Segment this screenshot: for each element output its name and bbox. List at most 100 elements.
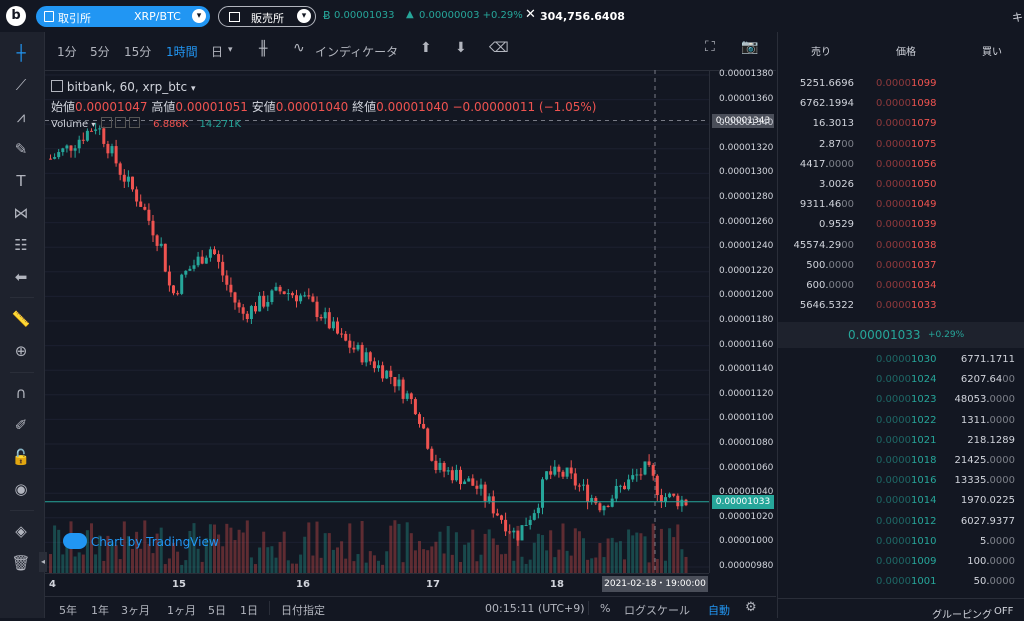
percent-toggle[interactable]: % <box>600 602 611 615</box>
bid-row[interactable]: 0.00001030 6771.1711 <box>778 354 1024 374</box>
trend-line-icon[interactable]: ⟋ <box>15 76 27 94</box>
range-1y[interactable]: 1年 <box>91 604 109 617</box>
ask-row[interactable]: 3.0026 0.00001050 <box>778 179 1024 199</box>
candle-body <box>684 499 688 506</box>
chevron-down-icon[interactable]: ▾ <box>228 45 233 55</box>
date-picker-button[interactable]: 日付指定 <box>281 604 325 617</box>
fullscreen-icon[interactable]: ⛶ <box>705 39 715 55</box>
back-arrow-icon[interactable]: ⬅ <box>14 268 28 286</box>
bid-price: 0.00001009 <box>876 556 937 567</box>
volume-settings-icon[interactable] <box>114 117 126 128</box>
interval-15m[interactable]: 15分 <box>124 45 152 59</box>
lock-pencil-icon[interactable]: ✐ <box>14 416 28 434</box>
volume-bar <box>53 525 57 573</box>
eraser-icon[interactable]: ⌫ <box>489 40 509 56</box>
bid-row[interactable]: 0.00001021 218.1289 <box>778 435 1024 455</box>
collapse-icon[interactable] <box>51 80 63 92</box>
magnet-icon[interactable]: ∩ <box>15 384 27 402</box>
range-5y[interactable]: 5年 <box>59 604 77 617</box>
candle-type-icon[interactable]: ╫ <box>259 41 268 57</box>
crosshair-icon[interactable]: ┼ <box>16 44 26 62</box>
bid-row[interactable]: 0.00001001 50.0000 <box>778 576 1024 596</box>
log-scale-toggle[interactable]: ログスケール <box>624 604 690 617</box>
grouping-value[interactable]: OFF <box>994 606 1014 617</box>
interval-day[interactable]: 日 <box>211 45 224 59</box>
download-icon[interactable]: ⬇ <box>455 40 467 56</box>
auto-scale-toggle[interactable]: 自動 <box>708 604 730 617</box>
interval-1h[interactable]: 1時間 <box>166 45 198 59</box>
candle-body <box>327 312 331 329</box>
range-3m[interactable]: 3ヶ月 <box>121 604 150 617</box>
prediction-icon[interactable]: ☷ <box>14 236 28 254</box>
ask-row[interactable]: 5251.6696 0.00001099 <box>778 78 1024 98</box>
ask-row[interactable]: 5646.5322 0.00001033 <box>778 300 1024 320</box>
toolbar-divider <box>10 372 34 373</box>
settings-gear-icon[interactable]: ⚙ <box>745 600 757 615</box>
grouping-label[interactable]: グルーピング <box>932 610 992 621</box>
volume-bar <box>418 541 421 573</box>
ask-row[interactable]: 600.0000 0.00001034 <box>778 280 1024 300</box>
collapse-left-icon[interactable]: ◂ <box>39 552 47 572</box>
range-1m[interactable]: 1ヶ月 <box>167 604 196 617</box>
bid-row[interactable]: 0.00001022 1311.0000 <box>778 415 1024 435</box>
candle-body <box>647 461 651 466</box>
crosshair-price-label: 0.00001343 <box>712 113 774 128</box>
ruler-icon[interactable]: 📏 <box>11 310 31 328</box>
bid-row[interactable]: 0.00001024 6207.6400 <box>778 374 1024 394</box>
price-axis[interactable]: 0.00001343 0.00001033 0.00001380 0.000013… <box>709 69 777 573</box>
eye-icon[interactable]: ◉ <box>14 480 28 498</box>
ask-row[interactable]: 0.9529 0.00001039 <box>778 219 1024 239</box>
bid-row[interactable]: 0.00001018 21425.0000 <box>778 455 1024 475</box>
volume-close-icon[interactable] <box>128 117 140 128</box>
tradingview-watermark[interactable]: Chart by TradingView <box>63 533 219 549</box>
indicator-icon[interactable]: ∿ <box>293 40 305 56</box>
volume-bar <box>635 532 639 573</box>
text-icon[interactable]: T <box>16 172 26 190</box>
range-5d[interactable]: 5日 <box>208 604 226 617</box>
interval-5m[interactable]: 5分 <box>90 45 110 59</box>
clock[interactable]: 00:15:11 (UTC+9) <box>485 602 585 615</box>
exchange-pair-selector[interactable]: 取引所 XRP/BTC ▾ <box>36 6 210 27</box>
indicators-button[interactable]: インディケータ <box>315 45 399 59</box>
chart-pane[interactable]: bitbank, 60, xrp_btc ▾ 始値0.00001047 高値0.… <box>39 70 709 573</box>
bid-row[interactable]: 0.00001016 13335.0000 <box>778 475 1024 495</box>
candle-body <box>557 466 561 472</box>
ask-price: 0.00001099 <box>876 78 937 89</box>
layers-icon[interactable]: ◈ <box>15 522 27 540</box>
ask-row[interactable]: 16.3013 0.00001079 <box>778 118 1024 138</box>
bid-row[interactable]: 0.00001010 5.0000 <box>778 536 1024 556</box>
fib-retracement-icon[interactable]: ⩘ <box>16 108 26 126</box>
ask-row[interactable]: 9311.4600 0.00001049 <box>778 199 1024 219</box>
volume-eye-icon[interactable] <box>100 117 112 128</box>
candlestick-chart[interactable] <box>45 70 709 573</box>
bid-row[interactable]: 0.00001012 6027.9377 <box>778 516 1024 536</box>
ask-row[interactable]: 2.8700 0.00001075 <box>778 139 1024 159</box>
ask-row[interactable]: 4417.0000 0.00001056 <box>778 159 1024 179</box>
bitbank-logo[interactable]: b <box>6 6 26 26</box>
ask-row[interactable]: 500.0000 0.00001037 <box>778 260 1024 280</box>
time-axis[interactable]: 2021-02-18・19:00:00 4 15 16 17 18 <box>45 573 709 596</box>
volume-bar <box>49 554 52 573</box>
trash-icon[interactable]: 🗑 <box>11 554 31 572</box>
lock-icon[interactable]: 🔓 <box>11 448 31 466</box>
volume-bar <box>504 553 508 573</box>
bid-row[interactable]: 0.00001009 100.0000 <box>778 556 1024 576</box>
shop-selector[interactable]: 販売所 ▾ <box>218 6 316 27</box>
ask-row[interactable]: 45574.2900 0.00001038 <box>778 240 1024 260</box>
bid-row[interactable]: 0.00001023 48053.0000 <box>778 394 1024 414</box>
zoom-in-icon[interactable]: ⊕ <box>14 342 28 360</box>
pattern-icon[interactable]: ⋈ <box>13 204 29 222</box>
ask-row[interactable]: 6762.1994 0.00001098 <box>778 98 1024 118</box>
volume-bar <box>221 546 225 573</box>
camera-icon[interactable]: 📷 <box>741 39 759 55</box>
brush-icon[interactable]: ✎ <box>14 140 28 158</box>
upload-icon[interactable]: ⬆ <box>420 40 432 56</box>
chevron-down-icon[interactable]: ▾ <box>190 84 196 94</box>
volume-bar <box>413 550 417 573</box>
range-1d[interactable]: 1日 <box>240 604 258 617</box>
bid-row[interactable]: 0.00001014 1970.0225 <box>778 495 1024 515</box>
chevron-down-icon[interactable]: ▾ <box>91 120 96 129</box>
interval-1m[interactable]: 1分 <box>57 45 77 59</box>
high-label: 高値 <box>151 100 176 114</box>
bid-qty: 48053.0000 <box>954 394 1015 406</box>
